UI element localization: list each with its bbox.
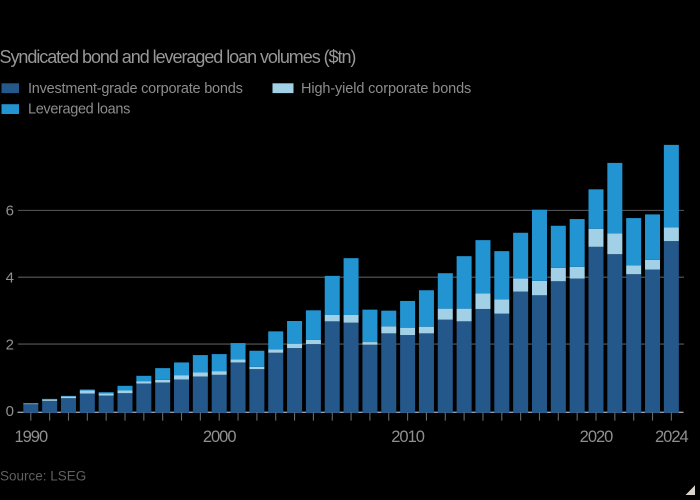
svg-text:6: 6 — [6, 203, 14, 220]
svg-text:2000: 2000 — [203, 428, 237, 446]
svg-text:4: 4 — [6, 270, 14, 287]
svg-text:1990: 1990 — [14, 428, 48, 446]
svg-text:2024: 2024 — [655, 428, 689, 446]
svg-text:Syndicated bond and leveraged: Syndicated bond and leveraged loan volum… — [0, 47, 355, 67]
svg-text:Source: LSEG: Source: LSEG — [0, 469, 86, 484]
svg-text:2: 2 — [6, 336, 14, 353]
svg-text:High-yield corporate bonds: High-yield corporate bonds — [301, 81, 471, 97]
svg-text:Investment-grade corporate bon: Investment-grade corporate bonds — [28, 81, 243, 97]
svg-text:2020: 2020 — [580, 428, 614, 446]
svg-text:Leveraged loans: Leveraged loans — [28, 102, 130, 118]
svg-text:2010: 2010 — [391, 428, 425, 446]
svg-text:0: 0 — [6, 403, 14, 420]
